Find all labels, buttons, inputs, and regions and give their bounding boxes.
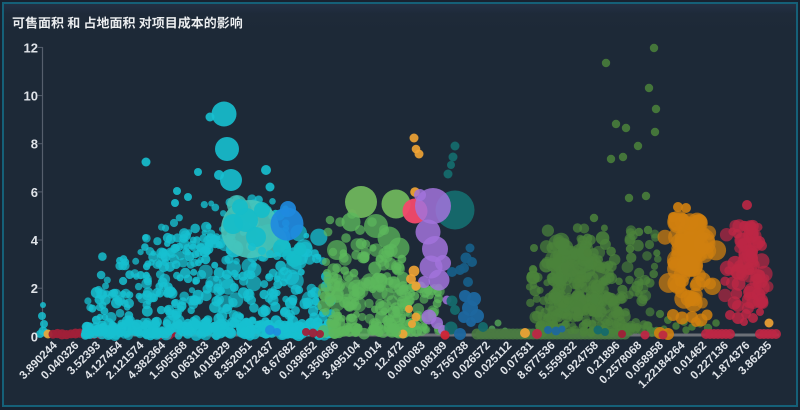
svg-text:0: 0 xyxy=(31,329,38,344)
svg-text:10: 10 xyxy=(24,89,38,104)
svg-text:6: 6 xyxy=(31,185,38,200)
svg-text:12: 12 xyxy=(24,40,38,55)
svg-text:4: 4 xyxy=(31,233,39,248)
svg-text:2: 2 xyxy=(31,281,38,296)
svg-text:8: 8 xyxy=(31,137,38,152)
